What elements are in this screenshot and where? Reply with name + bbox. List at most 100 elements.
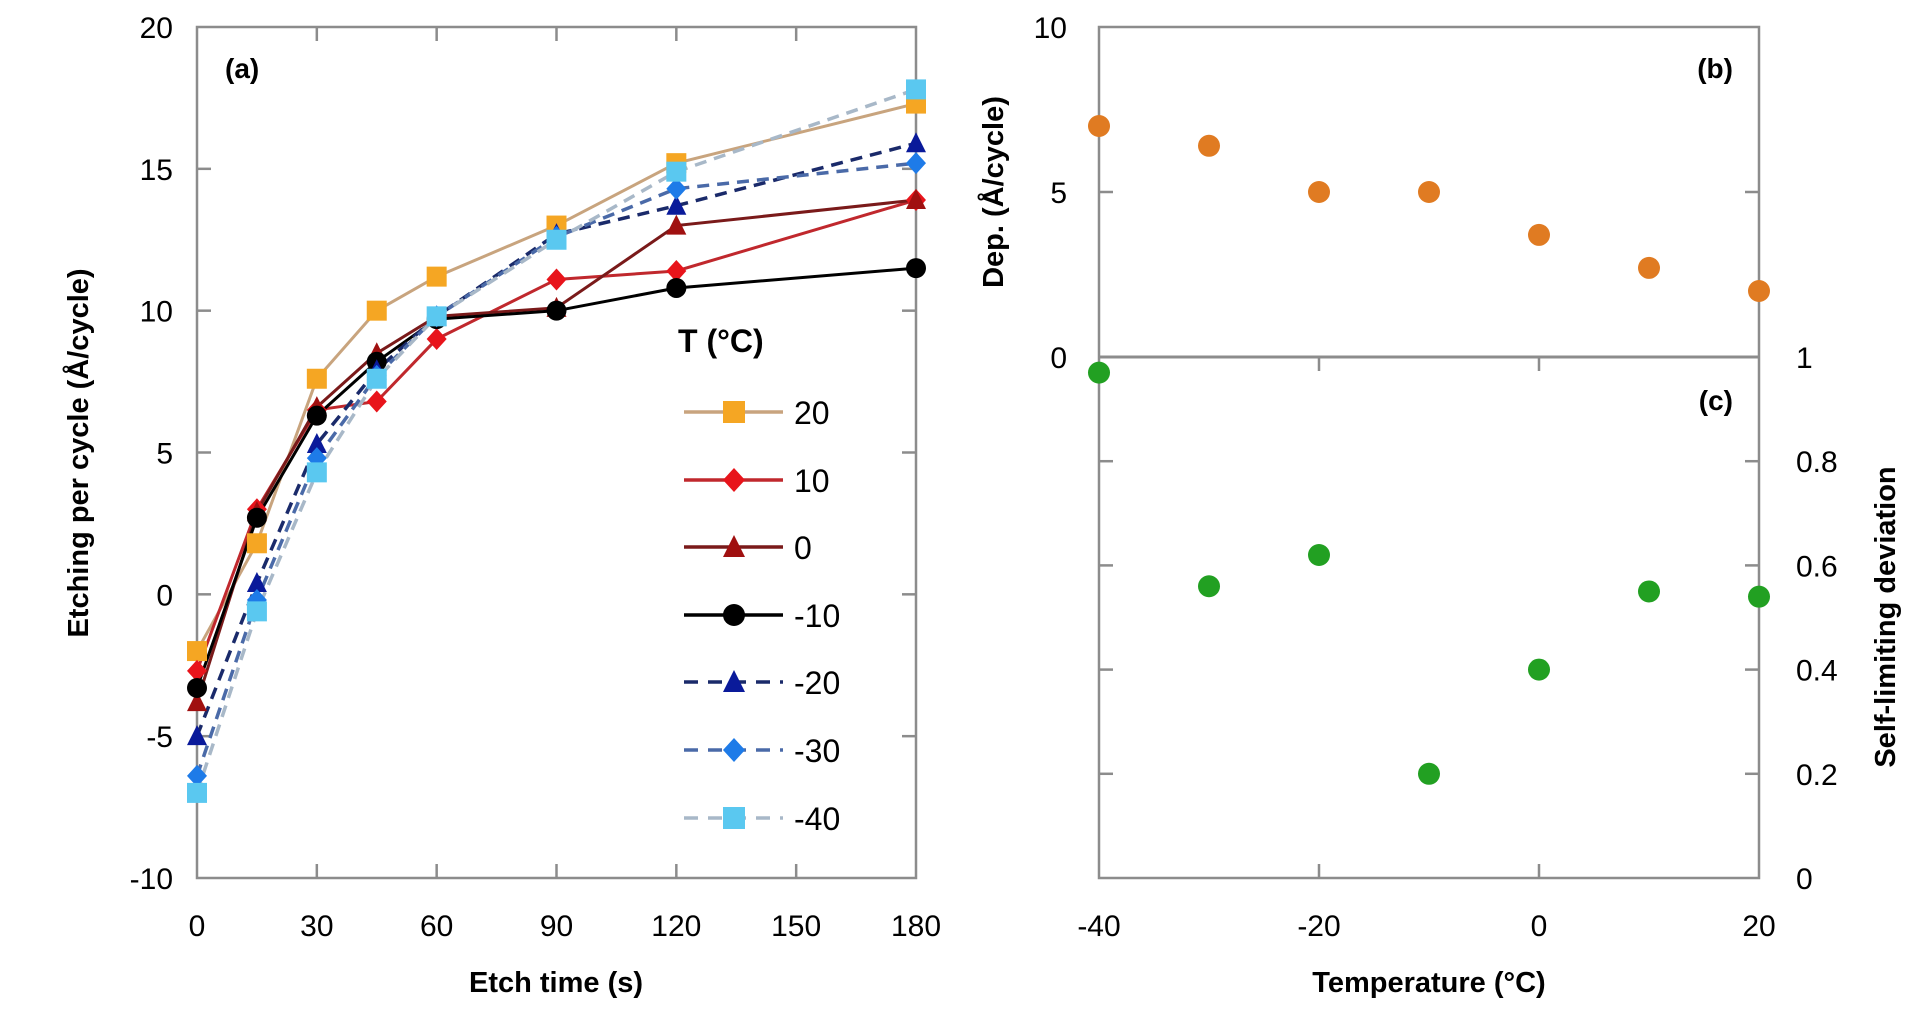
y2-tick-label: 0.6 bbox=[1796, 550, 1838, 583]
x-tick-label: 0 bbox=[1531, 910, 1548, 943]
data-point bbox=[906, 79, 926, 100]
legend-label: -20 bbox=[794, 665, 840, 701]
data-point-c bbox=[1528, 658, 1550, 681]
data-point bbox=[366, 368, 387, 389]
legend-title: T (°C) bbox=[678, 323, 764, 359]
data-point-b bbox=[1418, 181, 1440, 203]
data-point bbox=[187, 725, 207, 746]
data-point bbox=[187, 691, 207, 712]
x-tick-label: -40 bbox=[1077, 910, 1120, 943]
data-point bbox=[666, 177, 687, 200]
data-point-c bbox=[1418, 762, 1440, 785]
x-tick-label: 60 bbox=[420, 910, 453, 943]
data-point bbox=[246, 601, 267, 622]
y-tick-label: 20 bbox=[140, 12, 173, 45]
data-point bbox=[426, 306, 447, 327]
data-point bbox=[306, 405, 327, 426]
data-point bbox=[246, 507, 267, 528]
y-tick-label: -10 bbox=[130, 863, 173, 896]
x-tick-label: -20 bbox=[1297, 910, 1340, 943]
legend-label: -10 bbox=[794, 598, 840, 634]
series-line bbox=[195, 141, 917, 737]
x-tick-label: 30 bbox=[300, 910, 333, 943]
data-point bbox=[906, 189, 926, 210]
data-point bbox=[666, 194, 687, 215]
y-tick-label: 5 bbox=[156, 438, 173, 471]
data-point bbox=[366, 390, 387, 413]
data-point bbox=[187, 764, 207, 787]
data-point bbox=[906, 258, 926, 279]
x-tick-label: 150 bbox=[771, 910, 821, 943]
data-point-b bbox=[1198, 134, 1220, 157]
series-line bbox=[195, 198, 917, 703]
y2-tick-label: 0.2 bbox=[1796, 759, 1838, 792]
legend-label: 0 bbox=[794, 530, 812, 566]
x-axis-title: Etch time (s) bbox=[469, 967, 643, 999]
data-point bbox=[546, 229, 567, 250]
data-point bbox=[906, 132, 926, 153]
legend-marker bbox=[723, 738, 745, 762]
data-point-b bbox=[1088, 115, 1110, 137]
data-point bbox=[306, 462, 327, 483]
y-tick-label: 10 bbox=[1034, 12, 1067, 45]
series-20 bbox=[195, 102, 917, 652]
panel-label-b: (b) bbox=[1697, 53, 1733, 84]
data-point-c bbox=[1638, 580, 1660, 603]
data-point bbox=[306, 432, 327, 453]
series-line bbox=[195, 161, 917, 777]
y-axis-title: Etching per cycle (Å/cycle) bbox=[62, 268, 95, 637]
legend-marker bbox=[723, 604, 745, 626]
data-point-c bbox=[1198, 575, 1220, 598]
x-tick-label: 20 bbox=[1742, 910, 1775, 943]
data-point bbox=[366, 300, 387, 321]
data-point bbox=[666, 277, 687, 298]
data-point bbox=[666, 161, 687, 182]
data-point-c bbox=[1748, 585, 1770, 608]
legend-label: 20 bbox=[794, 395, 830, 431]
y-axis-title-c: Self-limiting deviation bbox=[1870, 466, 1902, 767]
series-line bbox=[195, 102, 917, 652]
panel-label-c: (c) bbox=[1699, 385, 1733, 416]
y-tick-label: 10 bbox=[140, 296, 173, 329]
data-point-b bbox=[1638, 256, 1660, 279]
x-tick-label: 90 bbox=[540, 910, 573, 943]
data-point-c bbox=[1308, 543, 1330, 566]
y2-tick-label: 0 bbox=[1796, 863, 1813, 896]
panel-label-a: (a) bbox=[225, 53, 259, 84]
legend-label: -30 bbox=[794, 733, 840, 769]
series--10 bbox=[195, 266, 917, 689]
legend-marker bbox=[723, 468, 745, 492]
data-point-c bbox=[1088, 361, 1110, 384]
data-point bbox=[246, 571, 267, 592]
data-point bbox=[666, 214, 687, 235]
data-point-b bbox=[1528, 223, 1550, 246]
y-tick-label: 5 bbox=[1050, 177, 1067, 210]
x-tick-label: 0 bbox=[189, 910, 206, 943]
panel-bc-frame bbox=[1097, 25, 1761, 880]
data-point bbox=[426, 266, 447, 287]
legend-marker bbox=[723, 401, 745, 423]
y2-tick-label: 0.8 bbox=[1796, 446, 1838, 479]
y-tick-label: -5 bbox=[146, 721, 173, 754]
series-line bbox=[195, 266, 917, 689]
legend-marker bbox=[723, 535, 745, 557]
data-point bbox=[546, 300, 567, 321]
y2-tick-label: 1 bbox=[1796, 342, 1813, 375]
series--20 bbox=[195, 141, 917, 737]
legend-marker bbox=[723, 807, 745, 829]
y-tick-label: 15 bbox=[140, 154, 173, 187]
data-point bbox=[426, 328, 447, 351]
data-point bbox=[187, 641, 207, 662]
data-point bbox=[306, 368, 327, 389]
legend-marker bbox=[723, 670, 745, 692]
data-point bbox=[187, 677, 207, 698]
legend-label: 10 bbox=[794, 463, 830, 499]
y-tick-label: 0 bbox=[156, 579, 173, 612]
data-point-b bbox=[1308, 181, 1330, 203]
x-axis-title: Temperature (°C) bbox=[1312, 967, 1545, 999]
data-point bbox=[666, 259, 687, 282]
x-tick-label: 120 bbox=[651, 910, 701, 943]
data-point-b bbox=[1748, 280, 1770, 302]
